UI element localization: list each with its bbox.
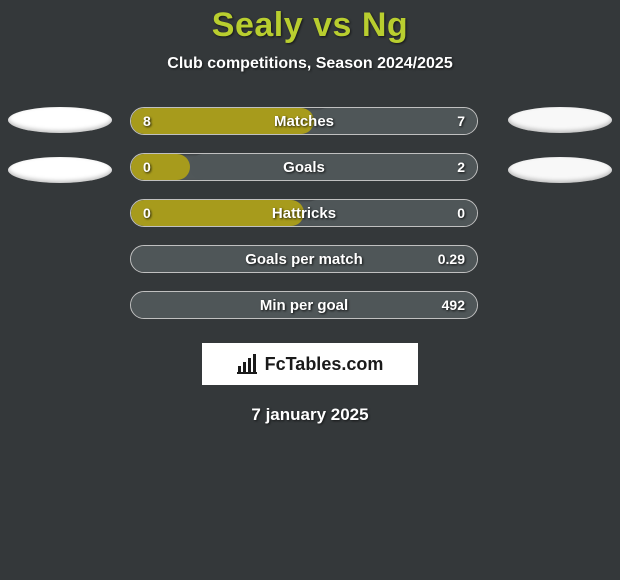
- source-logo[interactable]: FcTables.com: [202, 343, 418, 385]
- right-player-col: [500, 107, 620, 319]
- metric-row: 87Matches: [130, 107, 478, 135]
- right-fill: [304, 200, 477, 226]
- right-fill: [131, 292, 477, 318]
- player-avatar-left: [8, 107, 112, 133]
- left-fill: [131, 200, 304, 226]
- player-avatar-right: [508, 157, 612, 183]
- comparison-card: Sealy vs Ng Club competitions, Season 20…: [0, 0, 620, 425]
- left-player-col: [0, 107, 120, 319]
- left-fill: [131, 154, 190, 180]
- page-title: Sealy vs Ng: [0, 6, 620, 45]
- logo-text: FcTables.com: [265, 354, 384, 375]
- metric-row: 492Min per goal: [130, 291, 478, 319]
- metric-row: 0.29Goals per match: [130, 245, 478, 273]
- metrics-col: 87Matches 02Goals 00Hattricks 0.29Goals per…: [130, 107, 490, 319]
- comparison-grid: 87Matches 02Goals 00Hattricks 0.29Goals per…: [0, 107, 620, 319]
- left-fill: [131, 108, 314, 134]
- player-avatar-right: [508, 107, 612, 133]
- subtitle: Club competitions, Season 2024/2025: [0, 55, 620, 73]
- metric-row: 02Goals: [130, 153, 478, 181]
- bar-chart-icon: [237, 354, 259, 374]
- metric-row: 00Hattricks: [130, 199, 478, 227]
- right-fill: [314, 108, 477, 134]
- player-avatar-left: [8, 157, 112, 183]
- right-fill: [131, 246, 477, 272]
- right-fill: [190, 154, 477, 180]
- snapshot-date: 7 january 2025: [0, 405, 620, 425]
